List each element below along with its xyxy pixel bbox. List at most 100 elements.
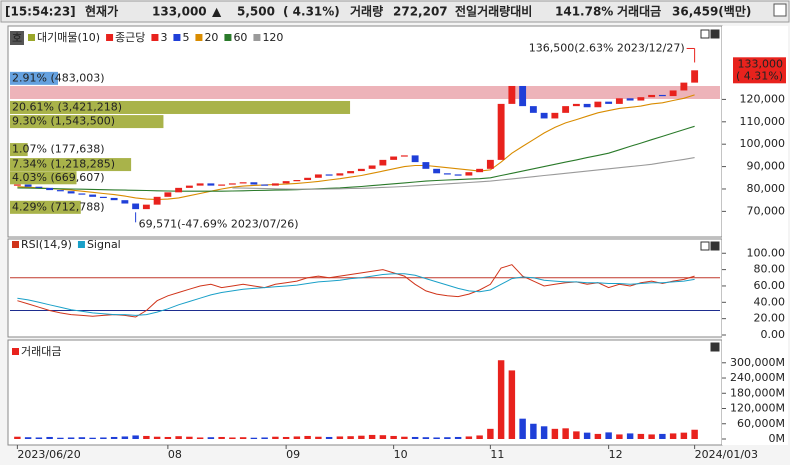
x-tick-label: 09 bbox=[286, 448, 300, 461]
candle bbox=[164, 192, 172, 197]
button[interactable] bbox=[710, 29, 720, 39]
y-tick-label: 0M bbox=[769, 432, 786, 445]
legend-swatch bbox=[106, 34, 114, 41]
window-button[interactable] bbox=[773, 3, 787, 17]
axis-column bbox=[722, 26, 788, 445]
badge: 호 bbox=[12, 32, 22, 45]
bar bbox=[272, 436, 279, 439]
y-tick-label: 40.00 bbox=[754, 295, 786, 308]
x-tick-label: 08 bbox=[168, 448, 182, 461]
annotation: 69,571(-47.69% 2023/07/26) bbox=[139, 217, 299, 230]
bar bbox=[390, 435, 397, 439]
y-tick-label: 80,000 bbox=[747, 182, 786, 195]
y-tick-label: 300,000M bbox=[730, 356, 785, 369]
candle bbox=[583, 103, 591, 108]
profile-label: 9.30% (1,543,500) bbox=[12, 115, 115, 128]
candle bbox=[648, 94, 656, 98]
candle bbox=[282, 181, 290, 184]
candle bbox=[637, 97, 645, 101]
candle bbox=[175, 187, 183, 193]
line bbox=[17, 125, 695, 192]
bar bbox=[626, 433, 634, 439]
candle bbox=[325, 174, 333, 176]
candle bbox=[605, 101, 613, 104]
candle bbox=[658, 94, 666, 97]
profile-bar bbox=[10, 71, 59, 85]
bar bbox=[239, 437, 247, 439]
header-change-pct: ( 4.31%) bbox=[283, 5, 340, 19]
line bbox=[232, 157, 695, 190]
bar bbox=[153, 436, 161, 439]
bar bbox=[422, 437, 430, 439]
legend-label: 거래대금 bbox=[21, 345, 61, 358]
button[interactable] bbox=[700, 29, 710, 39]
candle bbox=[476, 168, 484, 173]
candle bbox=[153, 196, 161, 205]
bar bbox=[143, 435, 150, 439]
bar bbox=[540, 426, 548, 439]
bar bbox=[293, 436, 301, 439]
candle bbox=[594, 101, 602, 108]
legend-swatch bbox=[28, 34, 35, 41]
profile-label: 1.07% (177,638) bbox=[12, 143, 105, 156]
y-tick-label: 80.00 bbox=[754, 263, 786, 276]
candle bbox=[669, 90, 677, 97]
candle bbox=[508, 85, 516, 104]
candle bbox=[142, 204, 150, 210]
legend-label: 20 bbox=[204, 31, 218, 44]
bar bbox=[325, 436, 333, 439]
profile-bar bbox=[10, 115, 164, 129]
profile-label: 4.29% (712,788) bbox=[12, 200, 105, 213]
candle bbox=[680, 82, 688, 91]
y-tick-label: 60,000M bbox=[737, 417, 785, 430]
profile-label: 4.03% (669,607) bbox=[12, 171, 105, 184]
button[interactable] bbox=[700, 241, 710, 251]
bar bbox=[465, 436, 473, 439]
bar bbox=[594, 433, 602, 439]
legend-label: 5 bbox=[182, 31, 189, 44]
candle bbox=[615, 98, 623, 104]
candle bbox=[347, 171, 355, 174]
candle bbox=[46, 187, 54, 191]
bar bbox=[401, 436, 408, 439]
bar bbox=[659, 433, 666, 439]
last-price-box bbox=[733, 57, 786, 84]
candle bbox=[626, 98, 634, 101]
bar bbox=[454, 436, 462, 439]
candle bbox=[304, 177, 312, 181]
bar bbox=[347, 436, 354, 439]
bar bbox=[487, 428, 494, 439]
y-tick-label: 180,000M bbox=[730, 386, 785, 399]
legend-swatch bbox=[253, 34, 261, 41]
candle bbox=[314, 174, 322, 178]
legend-swatch bbox=[224, 34, 232, 41]
candle bbox=[357, 168, 365, 172]
profile-bar bbox=[10, 200, 81, 214]
header-amount: 36,459(백만) bbox=[672, 4, 751, 19]
bar bbox=[368, 434, 376, 439]
header-price-label: 현재가 bbox=[85, 4, 118, 19]
bar bbox=[35, 437, 43, 439]
y-tick-label: 0.00 bbox=[761, 328, 786, 341]
bar bbox=[46, 436, 53, 439]
header-prev-ratio-label: 전일거래량대비 bbox=[455, 4, 532, 19]
y-tick-label: 90,000 bbox=[747, 160, 786, 173]
bar bbox=[132, 435, 139, 439]
button[interactable] bbox=[710, 241, 720, 251]
candle bbox=[336, 173, 344, 176]
bar bbox=[605, 432, 612, 439]
bar bbox=[497, 360, 505, 439]
x-tick-label: 12 bbox=[609, 448, 623, 461]
button[interactable] bbox=[710, 342, 720, 352]
line bbox=[17, 264, 695, 318]
candle bbox=[529, 106, 537, 113]
candle bbox=[239, 182, 247, 184]
candle bbox=[400, 155, 408, 157]
x-tick-label: 11 bbox=[490, 448, 504, 461]
candle bbox=[486, 159, 494, 169]
bar bbox=[433, 437, 440, 439]
candle bbox=[368, 165, 376, 169]
x-tick-label: 2024/01/03 bbox=[695, 448, 758, 461]
